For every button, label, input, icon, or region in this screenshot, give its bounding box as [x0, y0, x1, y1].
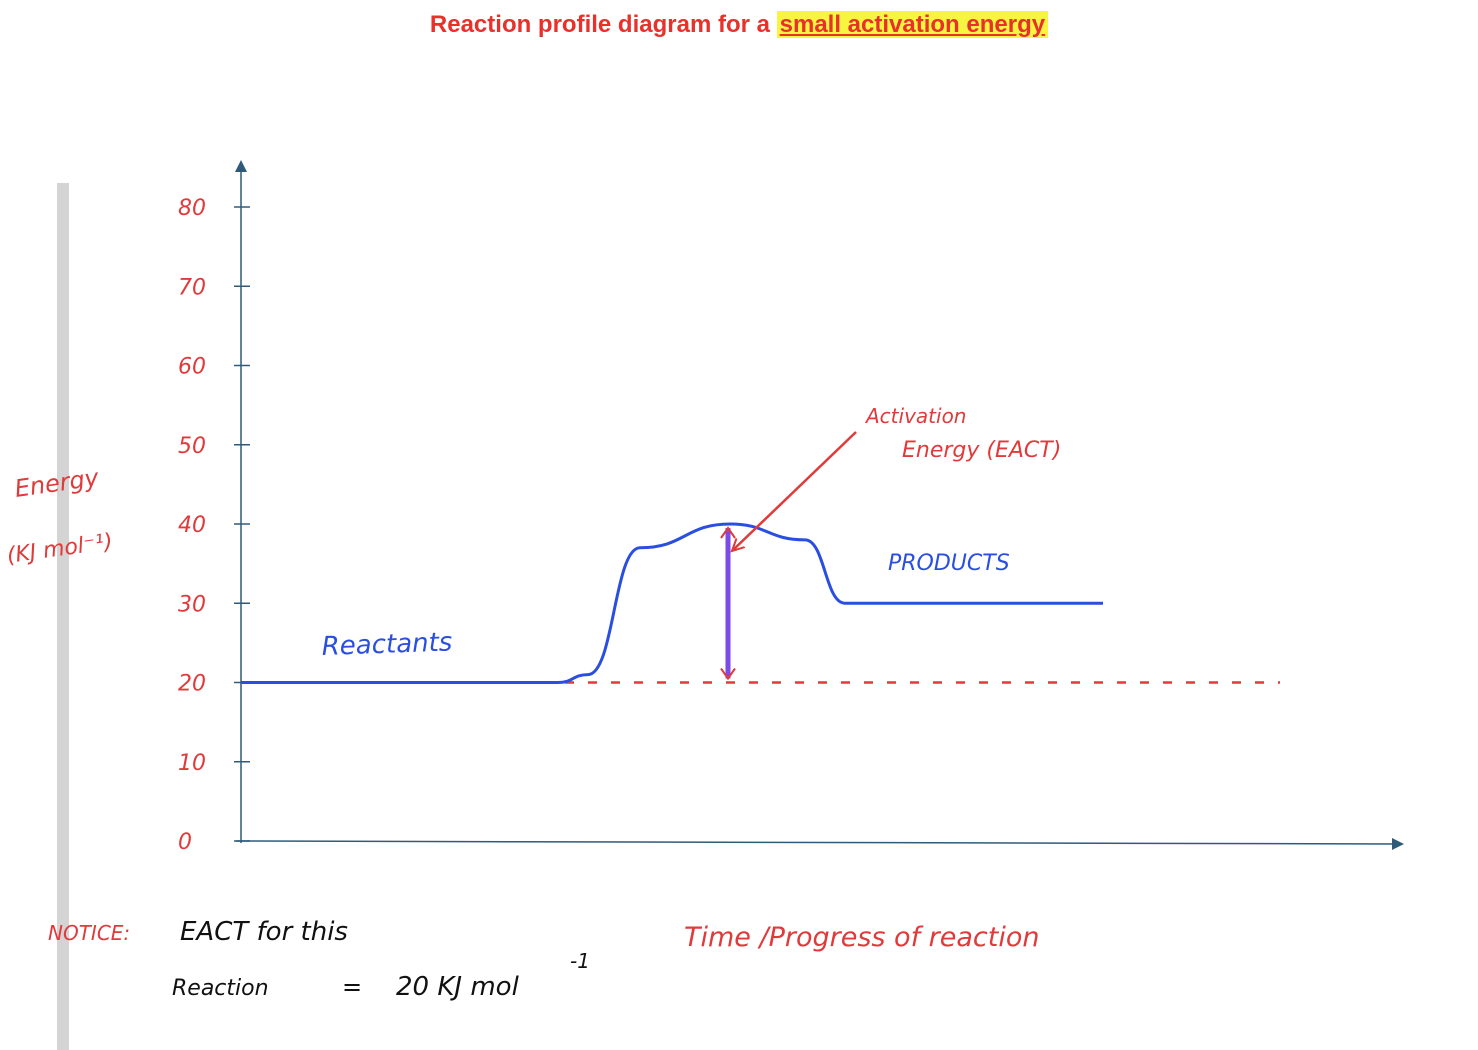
y-tick-label-60: 60	[178, 355, 206, 380]
y-tick-label-80: 80	[178, 196, 206, 221]
activation-label-line1: Activation	[864, 404, 966, 428]
y-tick-label-0: 0	[178, 830, 192, 855]
y-tick-label-40: 40	[178, 513, 206, 538]
activation-arrow-head-top	[720, 526, 736, 539]
y-axis-label-line1: Energy	[13, 463, 101, 503]
page-title: Reaction profile diagram for a small act…	[0, 10, 1478, 40]
y-tick-label-10: 10	[178, 751, 206, 776]
notice-line1: EACT for this	[180, 917, 348, 947]
x-axis	[235, 837, 1404, 850]
x-axis-label: Time /Progress of reaction	[684, 922, 1039, 953]
page-margin-bar	[57, 183, 69, 1050]
notice-equals: =	[342, 973, 362, 1001]
title-highlight: small activation energy	[776, 11, 1049, 38]
activation-pointer-arrow	[732, 431, 857, 551]
title-prefix: Reaction profile diagram for a	[429, 11, 777, 38]
activation-arrow-head-bottom	[720, 667, 736, 681]
notice-line2-left: Reaction	[172, 976, 269, 1001]
energy-curve	[241, 522, 1103, 685]
products-label: PRODUCTS	[888, 551, 1010, 576]
y-axis-label-line2: (KJ mol⁻¹)	[5, 529, 114, 569]
activation-label-line2: Energy (EACT)	[902, 438, 1061, 463]
y-tick-label-30: 30	[178, 592, 206, 617]
notice-superscript: -1	[570, 949, 590, 973]
reactants-label: Reactants	[321, 627, 453, 662]
y-tick-label-50: 50	[178, 434, 206, 459]
y-ticks: 0 10 20 30 40 50 60 70 80	[178, 196, 250, 855]
notice-value: 20 KJ mol	[396, 972, 520, 1002]
y-tick-label-70: 70	[178, 275, 206, 300]
y-tick-label-20: 20	[178, 672, 206, 697]
notice-label: NOTICE:	[48, 921, 130, 945]
